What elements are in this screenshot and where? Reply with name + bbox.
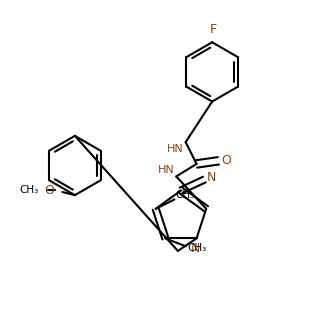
Text: N: N (207, 171, 216, 184)
Text: CH₃: CH₃ (20, 185, 39, 196)
Text: F: F (210, 23, 217, 36)
Text: CH₃: CH₃ (176, 190, 195, 200)
Text: O: O (45, 184, 55, 197)
Text: CH₃: CH₃ (187, 243, 206, 253)
Text: HN: HN (167, 144, 184, 154)
Text: N: N (190, 242, 200, 255)
Text: HN: HN (158, 165, 175, 175)
Text: O: O (221, 154, 231, 167)
